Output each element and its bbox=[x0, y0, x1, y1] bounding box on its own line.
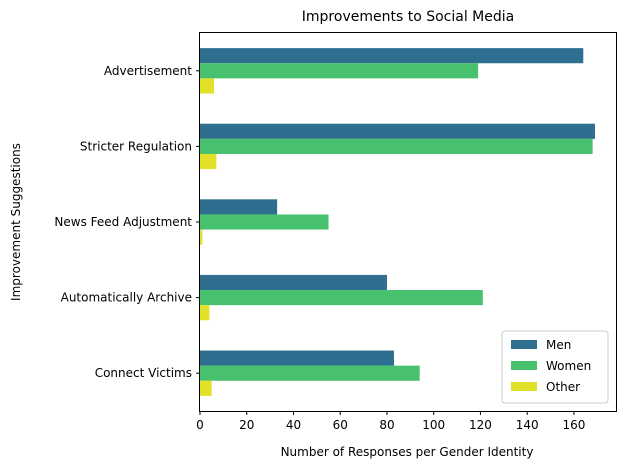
x-tick-label: 60 bbox=[333, 418, 348, 432]
legend-label-men: Men bbox=[546, 338, 571, 352]
bar-men-news-feed-adjustment bbox=[200, 199, 278, 215]
bar-women-automatically-archive bbox=[200, 290, 483, 306]
bar-women-news-feed-adjustment bbox=[200, 214, 329, 230]
legend-label-women: Women bbox=[546, 359, 591, 373]
x-tick-label: 100 bbox=[422, 418, 445, 432]
bar-other-advertisement bbox=[200, 78, 215, 94]
legend-swatch-women bbox=[511, 361, 537, 370]
legend-label-other: Other bbox=[546, 380, 580, 394]
y-axis-label: Improvement Suggestions bbox=[9, 143, 23, 301]
y-tick-label: Connect Victims bbox=[95, 366, 192, 380]
x-tick-label: 0 bbox=[196, 418, 204, 432]
x-tick-label: 20 bbox=[239, 418, 254, 432]
bar-other-connect-victims bbox=[200, 380, 212, 396]
x-tick-label: 80 bbox=[379, 418, 394, 432]
bar-men-advertisement bbox=[200, 48, 584, 64]
x-tick-label: 160 bbox=[562, 418, 585, 432]
x-tick-label: 140 bbox=[516, 418, 539, 432]
y-tick-label: Stricter Regulation bbox=[80, 139, 192, 153]
bar-men-automatically-archive bbox=[200, 274, 387, 291]
x-axis: 0 20 40 60 80 100 120 140 160 bbox=[196, 411, 585, 432]
bar-other-automatically-archive bbox=[200, 305, 210, 321]
legend-swatch-men bbox=[511, 340, 537, 349]
legend-swatch-other bbox=[511, 382, 537, 391]
x-tick-label: 40 bbox=[286, 418, 301, 432]
x-tick-label: 120 bbox=[469, 418, 492, 432]
bar-women-connect-victims bbox=[200, 365, 420, 381]
bar-women-stricter-regulation bbox=[200, 138, 593, 154]
x-axis-label: Number of Responses per Gender Identity bbox=[281, 445, 534, 459]
bar-men-connect-victims bbox=[200, 350, 394, 366]
legend: Men Women Other bbox=[501, 330, 609, 404]
y-tick-label: News Feed Adjustment bbox=[54, 215, 192, 229]
y-tick-label: Automatically Archive bbox=[61, 291, 192, 305]
bar-other-news-feed-adjustment bbox=[200, 229, 203, 245]
bar-other-stricter-regulation bbox=[200, 153, 217, 170]
bar-women-advertisement bbox=[200, 63, 479, 79]
chart-title: Improvements to Social Media bbox=[302, 9, 514, 25]
plot-area bbox=[200, 48, 595, 396]
y-tick-label: Advertisement bbox=[104, 64, 192, 78]
y-axis: Advertisement Stricter Regulation News Fee… bbox=[54, 64, 200, 380]
bar-men-stricter-regulation bbox=[200, 123, 595, 139]
